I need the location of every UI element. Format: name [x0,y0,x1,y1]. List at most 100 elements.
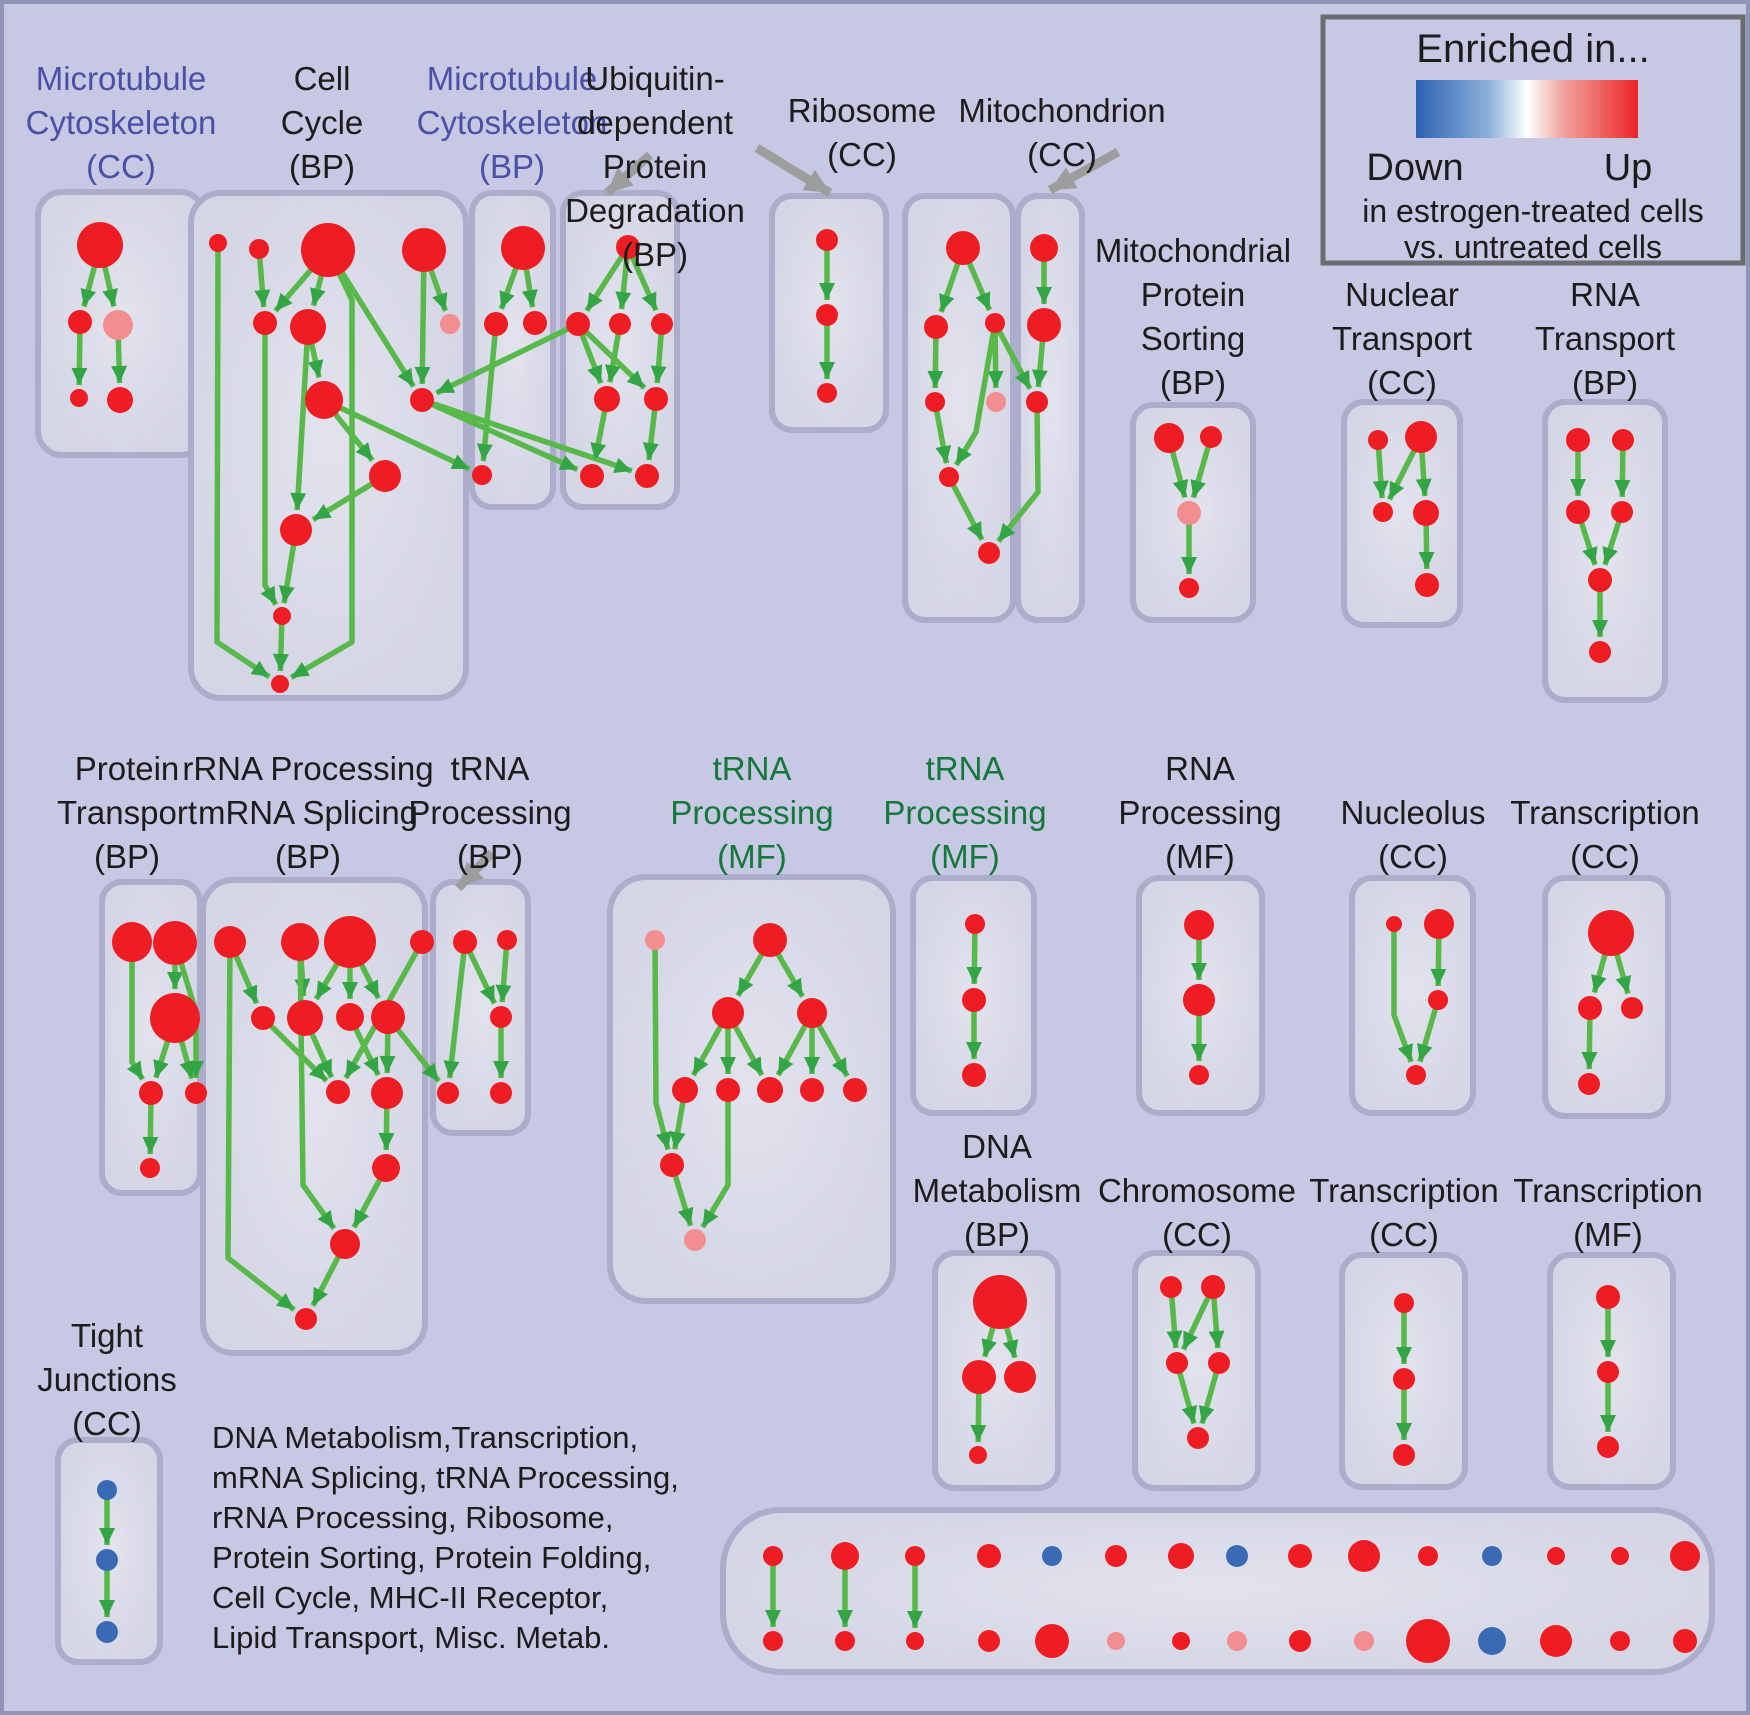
node-d3 [651,313,673,335]
node-k1 [112,922,152,962]
node-x10b [1354,1631,1374,1651]
node-q1 [1386,916,1402,932]
node-o2 [962,988,986,1012]
edge-b6-b8 [307,343,324,379]
node-w2 [96,1549,118,1571]
node-nn6 [716,1078,740,1102]
node-x12b [1478,1627,1506,1655]
cluster-box-mitochondrion [1015,193,1085,623]
node-nn9 [843,1078,867,1102]
node-d0 [616,235,640,259]
node-l7 [336,1003,364,1031]
node-c2 [484,312,508,336]
node-l9 [326,1080,350,1104]
node-i4 [1413,500,1439,526]
edge-d0-d1 [584,254,625,313]
edge-l7-l10 [353,1027,381,1077]
node-h2 [1200,426,1222,448]
node-x3a [905,1546,925,1566]
edge-j2-j4 [1614,449,1631,498]
node-x7a [1168,1543,1194,1569]
node-f3 [985,313,1005,333]
edge-d1-d5 [584,329,647,390]
edge-b10-b11 [311,481,374,522]
cluster-box-chromosome [1132,1250,1261,1491]
node-x6b [1107,1632,1125,1650]
cluster-box-dna-metabolism [932,1250,1061,1491]
node-q2 [1424,909,1454,939]
node-l5 [251,1006,275,1030]
node-e1 [816,229,838,251]
node-l6 [287,1000,323,1036]
node-b6 [290,309,326,345]
node-b5 [253,311,277,335]
node-t1 [1160,1276,1182,1298]
label-nucleolus: Nucleolus (CC) [1341,794,1486,875]
node-d2 [609,313,631,335]
node-x6a [1105,1545,1127,1567]
edge-nn4-nn9 [816,1023,850,1078]
edge-q3-q4 [1417,1007,1439,1063]
label-pointer-arrows [454,144,1121,892]
cluster-boxes [35,189,1715,1675]
node-nn8 [800,1078,824,1102]
node-i3 [1373,502,1393,522]
edge-f3-f5 [987,331,1004,389]
node-x3b [906,1632,924,1650]
node-a2 [68,310,92,334]
edge-d1-d4 [579,333,604,385]
node-j5 [1588,568,1612,592]
label-annotation: DNA Metabolism,Transcription, mRNA Splici… [212,1420,679,1655]
edge-m1-m3 [467,950,497,1005]
edge-nn3-nn5 [690,1024,724,1077]
node-x1b [763,1631,783,1651]
node-l13 [295,1308,317,1330]
label-ribosome: Ribosome (CC) [788,92,937,173]
edge-i1-i3 [1372,448,1389,499]
cluster-box-transcription-cc-1 [1542,875,1671,1119]
edge-f6-f7 [950,483,985,542]
node-nn10 [660,1153,684,1177]
edge-k3-k4 [153,1040,171,1079]
node-b10 [369,460,401,492]
node-i5 [1415,573,1439,597]
label-trna-mf-1: tRNA Processing (MF) [670,750,833,875]
node-k3 [150,993,200,1043]
node-b12 [273,607,291,625]
node-s3 [1004,1361,1036,1393]
legend-subtitle-2: vs. untreated cells [1404,229,1662,265]
edge-r1-r3 [1614,953,1632,995]
node-b9 [410,388,434,412]
edge-t3-t5 [1177,1371,1198,1425]
label-microtubule-bp: Microtubule Cytoskeleton (BP) [417,60,608,185]
edge-l3-l6 [313,962,340,1001]
node-x15a [1670,1541,1700,1571]
label-chromosome: Chromosome (CC) [1098,1172,1296,1253]
edge-s1-s3 [1002,1326,1019,1359]
edge-nn2-nn3 [735,952,765,998]
node-x9b [1289,1630,1311,1652]
node-t4 [1208,1352,1230,1374]
node-t3 [1166,1352,1188,1374]
node-f7 [978,542,1000,564]
edge-r1-r2 [1591,953,1608,994]
edge-nn4-nn7 [775,1023,808,1077]
node-i2 [1405,421,1437,453]
node-h3 [1177,501,1201,525]
node-s1 [973,1275,1027,1329]
node-nn1 [645,930,665,950]
node-c3 [523,311,547,335]
edge-b12-b13 [272,623,289,672]
node-k2 [153,921,197,965]
node-l12 [330,1229,360,1259]
cluster-box-misc-strip [720,1507,1715,1675]
node-b1 [209,234,227,252]
pointer-arrow-1 [604,151,653,197]
edge-l12-l13 [310,1255,341,1307]
edge-g3-f7 [996,411,1041,544]
edge-l3-l8 [358,963,381,1000]
node-x1a [763,1546,783,1566]
node-m1 [453,930,477,954]
